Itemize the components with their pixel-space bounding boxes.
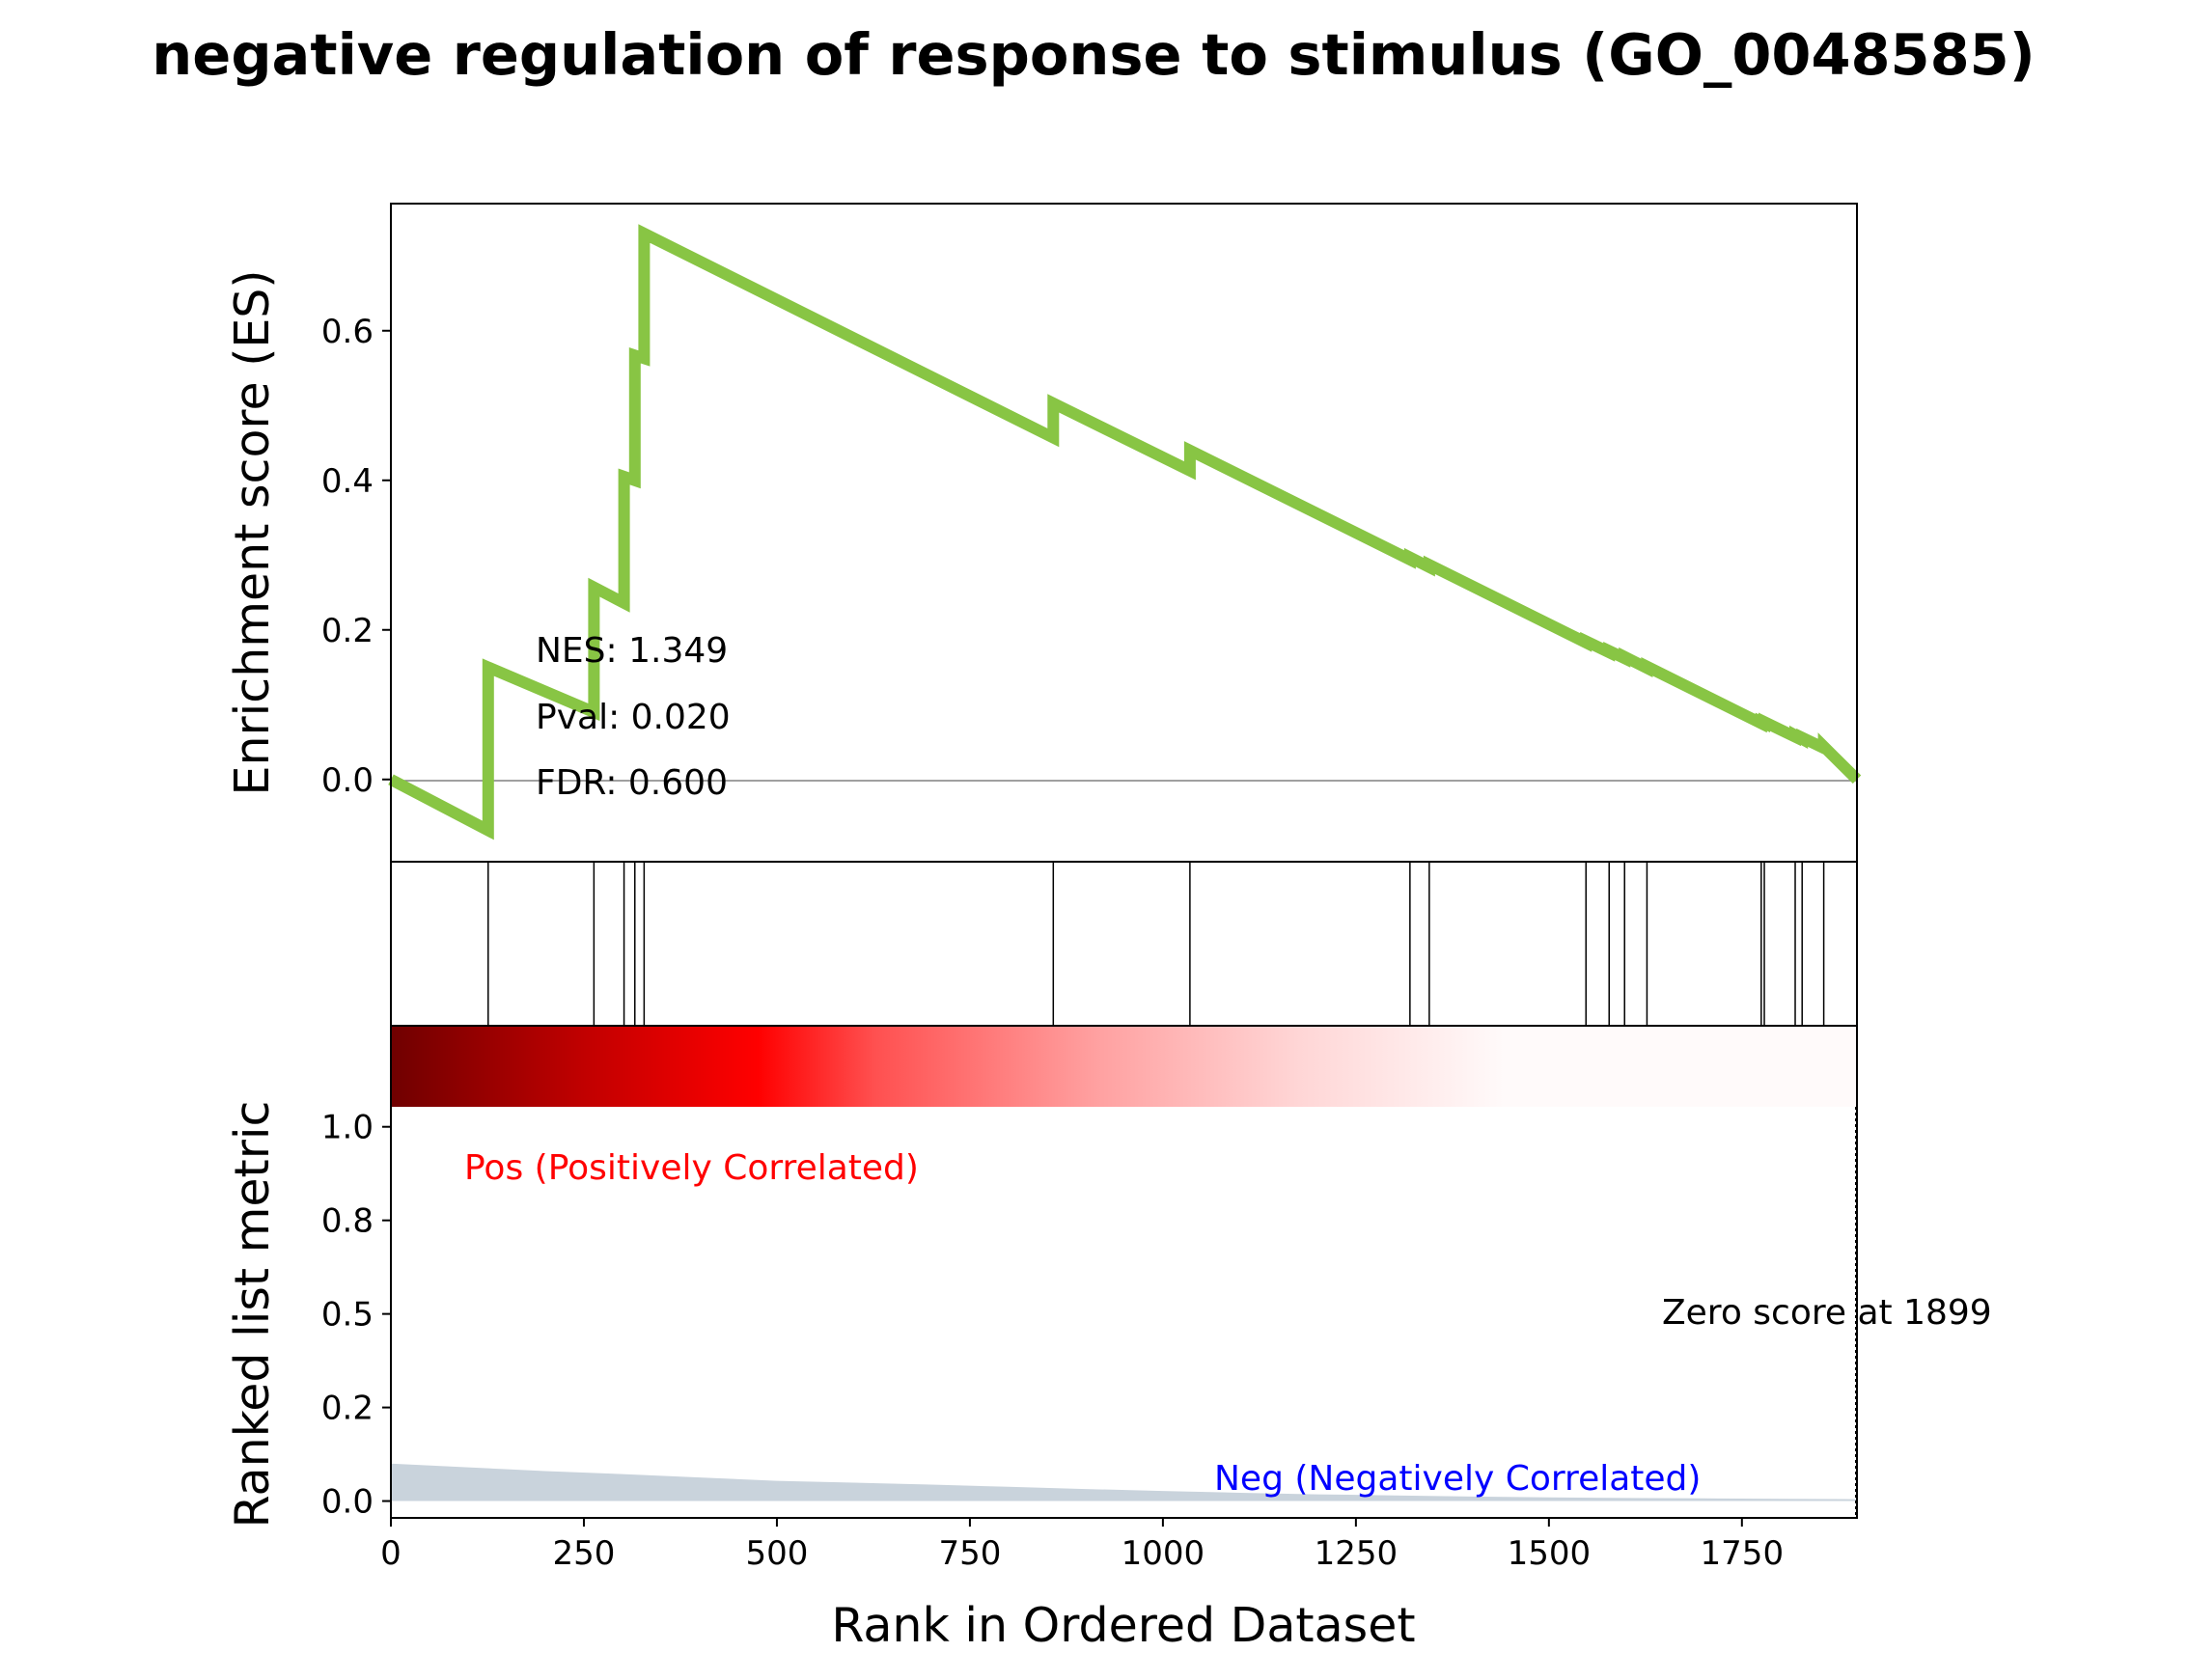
es-panel: 0.0 0.2 0.4 0.6 Enrichment score (ES) NES: … — [225, 203, 1862, 863]
es-y-tick-label: 0.2 — [321, 612, 374, 650]
metric-y-tick-label: 0.0 — [321, 1483, 374, 1522]
es-y-axis-label: Enrichment score (ES) — [225, 269, 280, 795]
x-tick-label: 750 — [938, 1534, 1001, 1573]
zero-score-label: Zero score at 1899 — [1662, 1293, 1992, 1333]
es-y-ticks: 0.0 0.2 0.4 0.6 — [321, 313, 391, 800]
es-y-tick-label: 0.4 — [321, 462, 374, 501]
es-y-tick-label: 0.0 — [321, 761, 374, 800]
x-axis-label: Rank in Ordered Dataset — [831, 1598, 1415, 1653]
metric-area — [391, 1463, 1857, 1501]
hits-panel — [390, 861, 1858, 1027]
x-ticks: 0 250 500 750 1000 1250 1500 1750 — [380, 1518, 1784, 1573]
pos-correlated-label: Pos (Positively Correlated) — [464, 1148, 919, 1188]
x-tick-label: 1750 — [1701, 1534, 1785, 1573]
metric-y-ticks: 0.0 0.2 0.5 0.8 1.0 — [321, 1109, 391, 1522]
chart-title: negative regulation of response to stimu… — [152, 21, 2035, 88]
metric-y-tick-label: 1.0 — [321, 1109, 374, 1147]
x-tick-label: 250 — [553, 1534, 616, 1573]
pval-label: Pval: 0.020 — [536, 698, 731, 737]
metric-y-tick-label: 0.5 — [321, 1296, 374, 1335]
x-tick-label: 0 — [380, 1534, 402, 1573]
x-tick-label: 1250 — [1315, 1534, 1399, 1573]
metric-y-tick-label: 0.2 — [321, 1390, 374, 1428]
metric-panel: Pos (Positively Correlated) Neg (Negativ… — [225, 1025, 1992, 1653]
x-tick-label: 1000 — [1122, 1534, 1205, 1573]
x-tick-label: 1500 — [1508, 1534, 1592, 1573]
hit-lines — [487, 863, 1825, 1025]
rank-heatmap — [392, 1027, 1856, 1107]
fdr-label: FDR: 0.600 — [536, 763, 728, 803]
x-tick-label: 500 — [745, 1534, 808, 1573]
metric-panel-frame — [390, 1025, 1858, 1519]
neg-correlated-label: Neg (Negatively Correlated) — [1214, 1459, 1701, 1499]
metric-y-tick-label: 0.8 — [321, 1202, 374, 1241]
metric-y-axis-label: Ranked list metric — [225, 1101, 280, 1529]
hits-panel-frame — [390, 861, 1858, 1027]
es-y-tick-label: 0.6 — [321, 313, 374, 351]
nes-label: NES: 1.349 — [536, 631, 728, 671]
es-curve — [388, 224, 1862, 840]
